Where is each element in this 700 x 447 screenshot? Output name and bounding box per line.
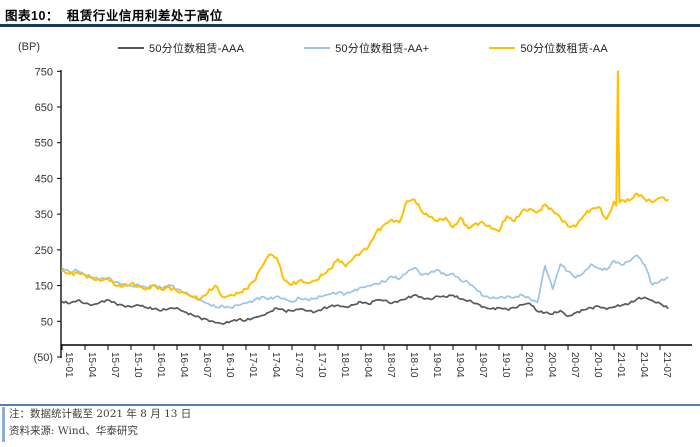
x-tick-label: 17-01 <box>247 352 258 378</box>
x-tick-label: 19-07 <box>477 352 488 378</box>
x-tick-label: 20-04 <box>546 352 557 378</box>
y-tick-label: 350 <box>35 209 53 221</box>
chart-legend: 50分位数租赁-AAA 50分位数租赁-AA+ 50分位数租赁-AA <box>118 40 608 56</box>
y-tick-label: 650 <box>35 102 53 114</box>
x-tick-label: 18-10 <box>408 352 419 378</box>
x-tick-label: 15-10 <box>132 352 143 378</box>
x-tick-label: 16-07 <box>201 352 212 378</box>
x-tick-label: 21-07 <box>661 352 672 378</box>
y-tick-label: 550 <box>35 138 53 150</box>
legend-line-swatch-aa <box>489 47 516 49</box>
series-line-AA <box>61 70 669 301</box>
y-tick-label: 50 <box>41 316 53 328</box>
x-tick-label: 17-10 <box>316 352 327 378</box>
source-text: 资料来源: Wind、华泰研究 <box>9 424 138 437</box>
y-tick-label: 250 <box>35 245 53 257</box>
footer-accent-bar <box>2 407 5 442</box>
chart-canvas: (50) 50 150 250 350 450 550 650 750 15-01 15-04 15-… <box>33 66 692 378</box>
x-tick-label: 15-07 <box>109 352 120 378</box>
y-tick-label: 750 <box>35 66 53 78</box>
x-tick-label: 20-10 <box>592 352 603 378</box>
x-tick-label: 16-10 <box>224 352 235 378</box>
series-line-AAA <box>61 294 669 325</box>
legend-item-aaa: 50分位数租赁-AAA <box>118 40 244 56</box>
x-tick-label: 19-01 <box>431 352 442 378</box>
title-underline <box>0 24 700 27</box>
x-tick-label: 20-01 <box>523 352 534 378</box>
note-text: 注：数据统计截至 2021 年 8 月 13 日 <box>9 408 192 420</box>
y-tick-label: (50) <box>33 352 53 364</box>
y-tick-label: 450 <box>35 173 53 185</box>
legend-label: 50分位数租赁-AAA <box>149 43 245 55</box>
legend-line-swatch-aa-plus <box>304 47 331 49</box>
x-tick-label: 16-01 <box>155 352 166 378</box>
x-tick-label: 19-10 <box>500 352 511 378</box>
legend-item-aa: 50分位数租赁-AA <box>489 40 608 56</box>
x-tick-label: 18-04 <box>362 352 373 378</box>
x-tick-label: 19-04 <box>454 352 465 378</box>
x-tick-label: 20-07 <box>569 352 580 378</box>
y-axis-unit-label: (BP) <box>18 41 40 53</box>
y-tick-label: 150 <box>35 281 53 293</box>
x-tick-label: 18-07 <box>385 352 396 378</box>
x-tick-label: 21-01 <box>615 352 626 378</box>
legend-label: 50分位数租赁-AA <box>520 43 608 55</box>
x-tick-label: 15-04 <box>86 352 97 378</box>
legend-item-aa-plus: 50分位数租赁-AA+ <box>304 40 429 56</box>
x-tick-label: 18-01 <box>339 352 350 378</box>
x-tick-label: 17-07 <box>293 352 304 378</box>
x-tick-label: 15-01 <box>63 352 74 378</box>
page-title: 图表10： 租赁行业信用利差处于高位 <box>5 9 223 23</box>
x-tick-label: 17-04 <box>270 352 281 378</box>
legend-line-swatch-aaa <box>118 47 144 49</box>
footer-notes: 注：数据统计截至 2021 年 8 月 13 日 资料来源: Wind、华泰研究 <box>9 406 191 439</box>
x-tick-label: 21-04 <box>638 352 649 378</box>
legend-label: 50分位数租赁-AA+ <box>335 43 430 55</box>
series-line-AA+ <box>61 254 669 309</box>
footer-divider <box>0 404 700 406</box>
x-tick-label: 16-04 <box>178 352 189 378</box>
